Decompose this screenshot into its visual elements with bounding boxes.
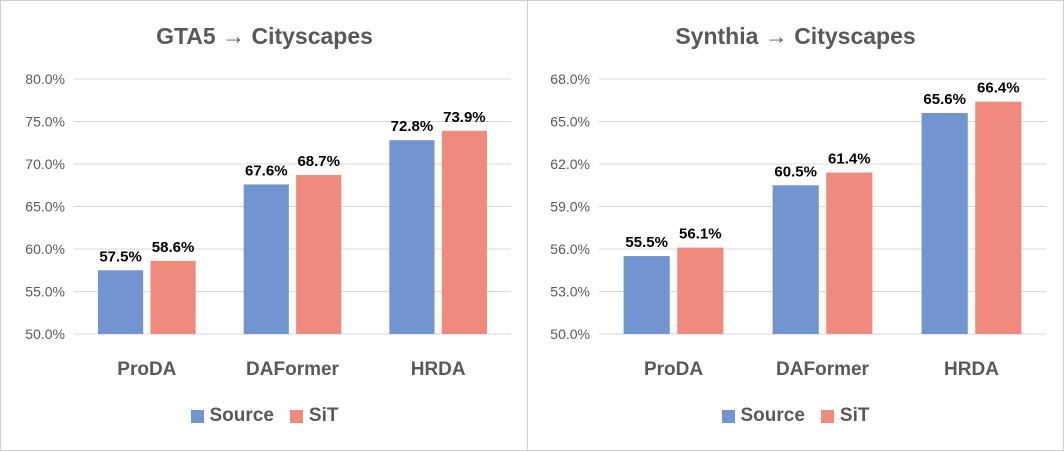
legend-label-source: Source xyxy=(740,405,805,426)
legend: Source SiT xyxy=(528,405,1063,427)
legend: Source SiT xyxy=(1,405,528,427)
data-label: 57.5% xyxy=(99,248,142,265)
y-tick-label: 60.0% xyxy=(25,241,65,257)
data-label: 67.6% xyxy=(245,162,288,179)
y-tick-label: 50.0% xyxy=(25,326,65,342)
bar-sit-proda xyxy=(677,247,724,334)
chart-title: Synthia → Cityscapes xyxy=(675,23,916,49)
y-tick-label: 62.0% xyxy=(550,156,590,172)
bar-source-proda xyxy=(623,256,670,334)
bar-source-hrda xyxy=(921,113,968,334)
legend-label-sit: SiT xyxy=(308,405,339,426)
legend-item-source: Source xyxy=(721,405,805,427)
bar-sit-hrda xyxy=(441,130,487,334)
data-label: 55.5% xyxy=(625,234,668,251)
data-label: 56.1% xyxy=(679,226,722,243)
data-label: 73.9% xyxy=(443,109,486,126)
chart-panel-synthia: Synthia → Cityscapes 50.0% 53.0% 56.0% 59.0… xyxy=(527,0,1064,451)
data-label: 60.5% xyxy=(774,163,817,180)
data-label: 66.4% xyxy=(977,80,1020,97)
legend-item-sit: SiT xyxy=(820,405,870,427)
bar-source-daformer xyxy=(772,185,819,334)
data-label: 61.4% xyxy=(828,151,871,168)
legend-item-source: Source xyxy=(190,405,274,427)
bar-sit-hrda xyxy=(975,101,1022,335)
bar-chart-plot: 50.0% 55.0% 60.0% 65.0% 70.0% 75.0% 80.0% 57.5%… xyxy=(25,71,511,380)
y-tick-label: 55.0% xyxy=(25,284,65,300)
y-tick-label: 70.0% xyxy=(25,156,65,172)
x-category-label: ProDA xyxy=(117,359,176,380)
x-category-label: HRDA xyxy=(411,359,466,380)
data-label: 58.6% xyxy=(152,239,195,256)
y-tick-label: 75.0% xyxy=(25,114,65,130)
y-tick-label: 56.0% xyxy=(550,241,590,257)
data-label: 72.8% xyxy=(391,118,434,135)
x-category-label: DAFormer xyxy=(246,359,340,380)
y-tick-label: 50.0% xyxy=(550,326,590,342)
bar-source-daformer xyxy=(243,184,289,334)
y-tick-label: 68.0% xyxy=(550,71,590,87)
data-label: 65.6% xyxy=(923,91,966,108)
y-tick-label: 59.0% xyxy=(550,199,590,215)
chart-title: GTA5 → Cityscapes xyxy=(156,23,373,49)
y-tick-label: 80.0% xyxy=(25,71,65,87)
legend-label-sit: SiT xyxy=(839,405,870,426)
bar-source-hrda xyxy=(389,140,435,334)
x-category-label: HRDA xyxy=(944,359,999,380)
y-tick-label: 65.0% xyxy=(25,199,65,215)
y-tick-label: 53.0% xyxy=(550,284,590,300)
chart-panel-gta5: GTA5 → Cityscapes 50.0% 55.0% 60.0% 65.0% 70… xyxy=(0,0,529,451)
bar-sit-daformer xyxy=(296,175,342,334)
data-label: 68.7% xyxy=(297,153,340,170)
bar-chart-plot: 50.0% 53.0% 56.0% 59.0% 62.0% 65.0% 68.0% 55.5%… xyxy=(550,71,1046,380)
legend-swatch-sit xyxy=(820,409,834,423)
x-category-label: DAFormer xyxy=(776,359,870,380)
legend-swatch-source xyxy=(721,409,735,423)
x-category-label: ProDA xyxy=(644,359,703,380)
bar-sit-daformer xyxy=(826,172,873,334)
bar-sit-proda xyxy=(150,260,196,334)
legend-swatch-sit xyxy=(289,409,303,423)
bar-source-proda xyxy=(98,270,144,334)
legend-item-sit: SiT xyxy=(289,405,339,427)
legend-swatch-source xyxy=(190,409,204,423)
legend-label-source: Source xyxy=(209,405,274,426)
y-tick-label: 65.0% xyxy=(550,114,590,130)
